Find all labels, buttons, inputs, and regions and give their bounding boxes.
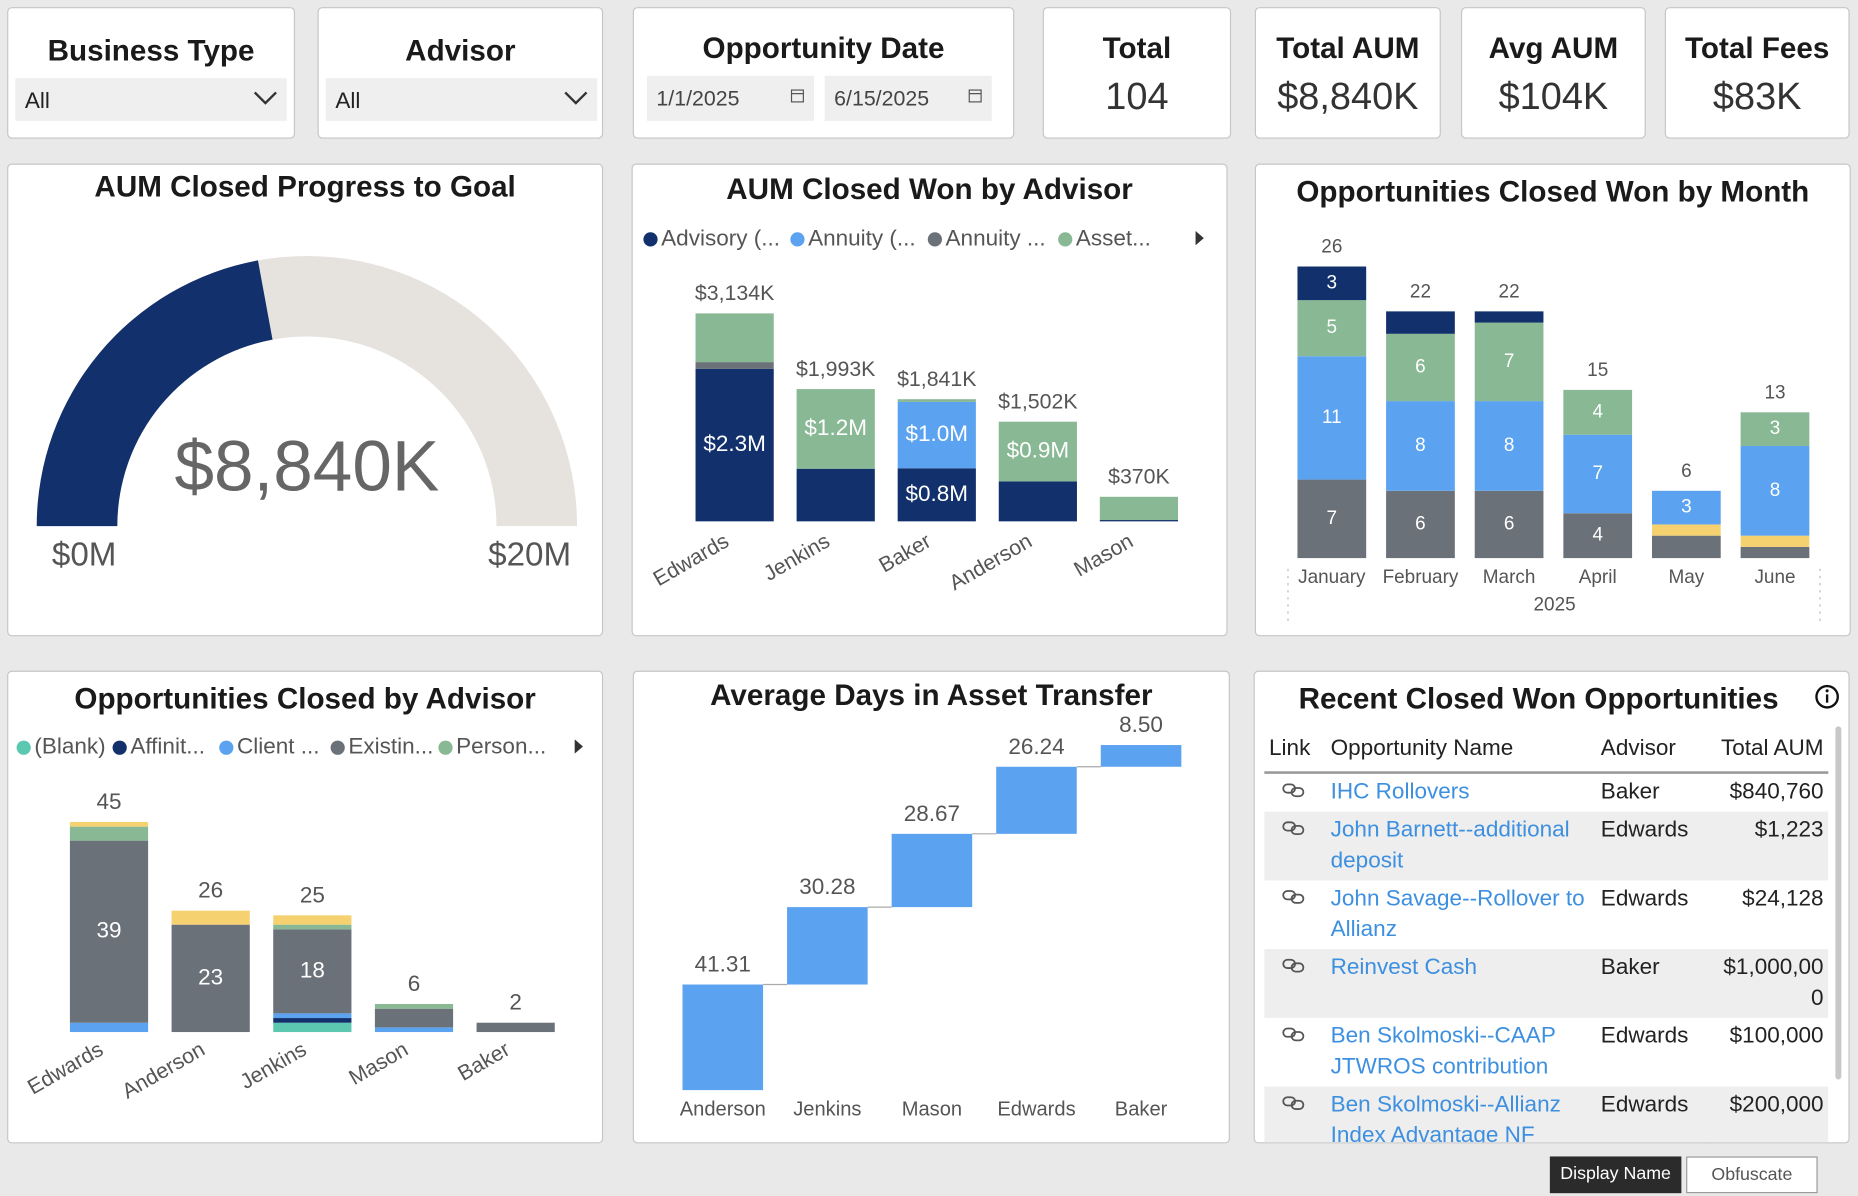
total-aum: $200,000: [1709, 1086, 1829, 1143]
chart-panel: Opportunities Closed Won by Month: [1254, 163, 1851, 637]
kpi-card: Total AUM $8,840K: [1254, 7, 1441, 139]
filter-card: Advisor All: [317, 7, 604, 139]
chart-title: Average Days in Asset Transfer: [710, 678, 1153, 713]
table-row: John Barnett--additional deposit Edwards $…: [1264, 811, 1829, 881]
table-row: Reinvest Cash Baker $1,000,000: [1264, 949, 1829, 1018]
column-header: Total AUM: [1709, 726, 1829, 774]
data-table: Link Opportunity Name Advisor Total AUM …: [1264, 726, 1829, 1143]
chart-panel: AUM Closed Progress to Goal: [7, 163, 604, 637]
chevron: [253, 91, 277, 105]
chart-title: AUM Closed Progress to Goal: [94, 170, 516, 204]
filter-label: Opportunity Date: [702, 31, 945, 66]
chart-panel: AUM Closed Won by Advisor: [631, 163, 1228, 637]
link-icon[interactable]: [1281, 782, 1307, 799]
link-icon[interactable]: [1281, 1026, 1307, 1043]
link-cell[interactable]: [1264, 773, 1326, 812]
link-cell[interactable]: [1264, 1086, 1326, 1143]
chart-panel: Opportunities Closed by Advisor: [7, 670, 604, 1144]
kpi-card: Avg AUM $104K: [1460, 7, 1646, 139]
chart-title: Opportunities Closed by Advisor: [74, 682, 536, 716]
filter-card: Business Type All: [7, 7, 296, 139]
opportunity-name[interactable]: Reinvest Cash: [1325, 949, 1597, 1018]
opportunity-name[interactable]: Ben Skolmoski--CAAP JTWROS contribution: [1330, 1023, 1556, 1080]
filter-card: Opportunity Date 1/1/2025 6/15/2025: [632, 7, 1015, 139]
calendar-icon: [968, 89, 982, 103]
link-icon[interactable]: [1281, 889, 1307, 906]
kpi-value: $8,840K: [1277, 74, 1419, 118]
column-header: Opportunity Name: [1325, 726, 1597, 774]
chart-title: Opportunities Closed Won by Month: [1296, 175, 1810, 209]
header-row: Link Opportunity Name Advisor Total AUM: [1264, 726, 1829, 774]
table-title: Recent Closed Won Opportunities: [1298, 682, 1779, 716]
link-cell[interactable]: [1264, 949, 1326, 1018]
date-input[interactable]: 6/15/2025: [824, 75, 992, 121]
opportunity-name[interactable]: John Savage--Rollover to Allianz: [1330, 886, 1585, 942]
table-row: Ben Skolmoski--CAAP JTWROS contribution E…: [1264, 1018, 1828, 1087]
link-cell[interactable]: [1264, 880, 1326, 949]
link-icon[interactable]: [1281, 820, 1307, 837]
advisor: Baker: [1600, 779, 1660, 805]
calendar-icon: [790, 89, 804, 103]
total-aum: $24,128: [1742, 886, 1824, 912]
dropdown[interactable]: All: [15, 78, 287, 121]
link-icon[interactable]: [1281, 957, 1307, 974]
button[interactable]: Display Name: [1549, 1156, 1682, 1194]
info-icon[interactable]: [1814, 684, 1840, 710]
kpi-value: $104K: [1498, 74, 1609, 118]
kpi-label: Total AUM: [1276, 31, 1420, 66]
filter-label: Advisor: [405, 34, 516, 68]
filter-label: Business Type: [47, 34, 255, 68]
link-cell[interactable]: [1264, 811, 1326, 881]
advisor: Edwards: [1600, 1023, 1689, 1049]
link-cell[interactable]: [1264, 1018, 1326, 1087]
kpi-value: 104: [1105, 74, 1169, 118]
total-aum: $1,000,000: [1709, 949, 1829, 1018]
kpi-card: Total 104: [1042, 7, 1232, 139]
kpi-label: Total Fees: [1685, 31, 1830, 66]
chart-panel: Average Days in Asset Transfer: [632, 670, 1230, 1144]
table-row: Ben Skolmoski--Allianz Index Advantage N…: [1264, 1086, 1829, 1143]
table: Link Opportunity Name Advisor Total AUM …: [1264, 726, 1829, 1143]
advisor: Baker: [1596, 949, 1710, 1018]
dropdown[interactable]: All: [325, 78, 598, 121]
column-header: Link: [1264, 726, 1326, 774]
kpi-label: Total: [1102, 31, 1172, 66]
dropdown-value: All: [335, 88, 361, 114]
date-value: 1/1/2025: [656, 86, 740, 111]
total-aum: $100,000: [1729, 1023, 1824, 1049]
opportunity-name[interactable]: John Barnett--additional deposit: [1325, 811, 1597, 881]
table-row: John Savage--Rollover to Allianz Edwards $…: [1264, 880, 1828, 949]
kpi-value: $83K: [1712, 74, 1802, 118]
button[interactable]: Obfuscate: [1686, 1156, 1818, 1194]
date-value: 6/15/2025: [834, 86, 930, 111]
advisor: Edwards: [1596, 811, 1710, 881]
dropdown-value: All: [24, 88, 50, 114]
chart-title: AUM Closed Won by Advisor: [726, 172, 1133, 207]
opportunity-name[interactable]: Ben Skolmoski--Allianz Index Advantage N…: [1325, 1086, 1597, 1143]
table-row: IHC Rollovers Baker $840,760: [1264, 773, 1828, 812]
advisor: Edwards: [1596, 1086, 1710, 1143]
scrollbar[interactable]: [1835, 726, 1842, 1080]
column-header: Advisor: [1596, 726, 1710, 774]
date-input[interactable]: 1/1/2025: [646, 75, 815, 121]
table-panel: Recent Closed Won Opportunities Link Opp…: [1253, 670, 1850, 1144]
total-aum: $840,760: [1729, 779, 1824, 805]
opportunity-name[interactable]: IHC Rollovers: [1330, 779, 1470, 805]
link-icon[interactable]: [1281, 1095, 1307, 1112]
advisor: Edwards: [1600, 886, 1689, 912]
kpi-label: Avg AUM: [1488, 31, 1619, 66]
total-aum: $1,223: [1709, 811, 1829, 881]
chevron: [564, 91, 588, 105]
kpi-card: Total Fees $83K: [1664, 7, 1850, 139]
